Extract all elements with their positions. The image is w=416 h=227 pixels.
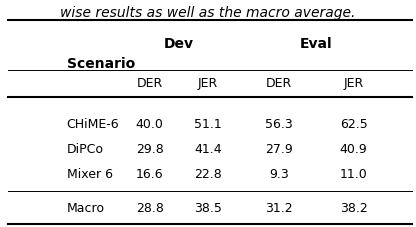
- Text: 11.0: 11.0: [340, 167, 367, 180]
- Text: 28.8: 28.8: [136, 201, 164, 214]
- Text: 9.3: 9.3: [269, 167, 289, 180]
- Text: Eval: Eval: [300, 37, 332, 51]
- Text: 22.8: 22.8: [194, 167, 222, 180]
- Text: Dev: Dev: [164, 37, 194, 51]
- Text: 38.5: 38.5: [194, 201, 222, 214]
- Text: Mixer 6: Mixer 6: [67, 167, 113, 180]
- Text: 38.2: 38.2: [340, 201, 367, 214]
- Text: CHiME-6: CHiME-6: [67, 117, 119, 130]
- Text: 40.9: 40.9: [340, 142, 367, 155]
- Text: 51.1: 51.1: [194, 117, 222, 130]
- Text: 41.4: 41.4: [194, 142, 222, 155]
- Text: 16.6: 16.6: [136, 167, 163, 180]
- Text: DiPCo: DiPCo: [67, 142, 104, 155]
- Text: 62.5: 62.5: [340, 117, 367, 130]
- Text: JER: JER: [344, 76, 364, 89]
- Text: 27.9: 27.9: [265, 142, 292, 155]
- Text: wise results as well as the macro average.: wise results as well as the macro averag…: [60, 6, 356, 20]
- Text: JER: JER: [198, 76, 218, 89]
- Text: Scenario: Scenario: [67, 57, 135, 71]
- Text: 29.8: 29.8: [136, 142, 163, 155]
- Text: Macro: Macro: [67, 201, 104, 214]
- Text: 40.0: 40.0: [136, 117, 164, 130]
- Text: DER: DER: [136, 76, 163, 89]
- Text: DER: DER: [265, 76, 292, 89]
- Text: 31.2: 31.2: [265, 201, 292, 214]
- Text: 56.3: 56.3: [265, 117, 292, 130]
